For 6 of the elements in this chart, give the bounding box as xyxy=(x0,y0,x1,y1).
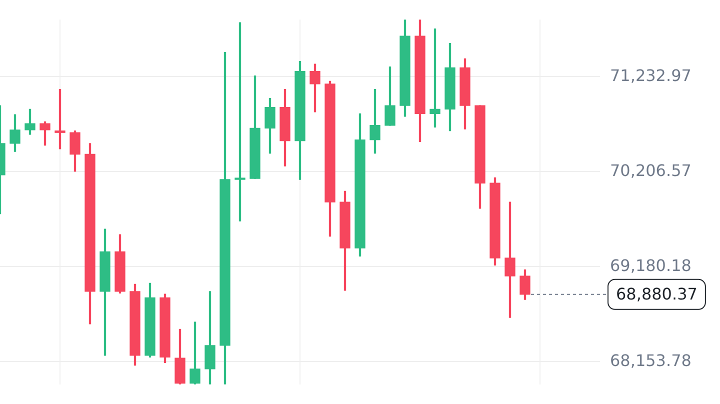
candlestick xyxy=(234,22,246,222)
ref-line-label: 68,880.37 xyxy=(616,284,698,304)
y-tick-label: 70,206.57 xyxy=(610,160,692,180)
y-tick-label: 68,153.78 xyxy=(610,350,692,370)
y-tick-label: 69,180.18 xyxy=(610,256,692,275)
y-tick-label: 71,232.97 xyxy=(610,66,692,85)
